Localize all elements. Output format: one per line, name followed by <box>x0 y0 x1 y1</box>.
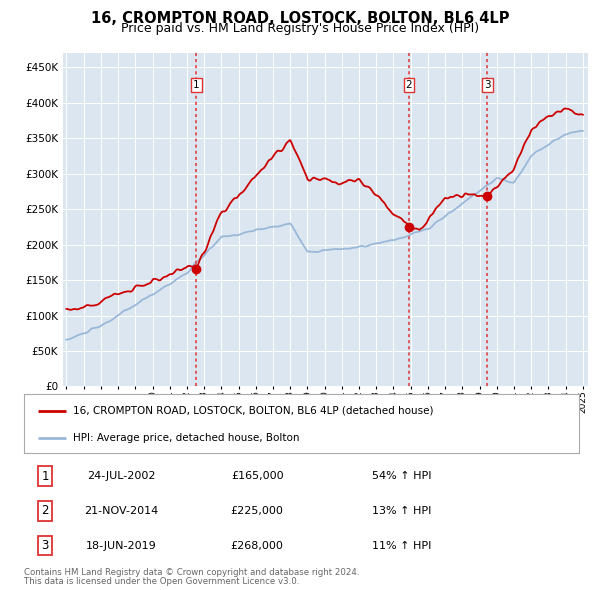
Text: 3: 3 <box>41 539 49 552</box>
Text: 3: 3 <box>484 80 491 90</box>
Text: This data is licensed under the Open Government Licence v3.0.: This data is licensed under the Open Gov… <box>24 577 299 586</box>
Text: 11% ↑ HPI: 11% ↑ HPI <box>372 540 431 550</box>
Text: 1: 1 <box>41 470 49 483</box>
Text: 2: 2 <box>41 504 49 517</box>
Text: 16, CROMPTON ROAD, LOSTOCK, BOLTON, BL6 4LP: 16, CROMPTON ROAD, LOSTOCK, BOLTON, BL6 … <box>91 11 509 25</box>
Text: £268,000: £268,000 <box>230 540 284 550</box>
Text: 1: 1 <box>193 80 200 90</box>
Text: 54% ↑ HPI: 54% ↑ HPI <box>371 471 431 481</box>
Text: £165,000: £165,000 <box>231 471 283 481</box>
Text: 24-JUL-2002: 24-JUL-2002 <box>87 471 155 481</box>
Text: Contains HM Land Registry data © Crown copyright and database right 2024.: Contains HM Land Registry data © Crown c… <box>24 568 359 576</box>
Text: 16, CROMPTON ROAD, LOSTOCK, BOLTON, BL6 4LP (detached house): 16, CROMPTON ROAD, LOSTOCK, BOLTON, BL6 … <box>73 406 433 415</box>
Text: £225,000: £225,000 <box>230 506 284 516</box>
Text: 21-NOV-2014: 21-NOV-2014 <box>84 506 158 516</box>
Text: 2: 2 <box>406 80 412 90</box>
Text: 18-JUN-2019: 18-JUN-2019 <box>86 540 157 550</box>
Text: 13% ↑ HPI: 13% ↑ HPI <box>372 506 431 516</box>
Text: HPI: Average price, detached house, Bolton: HPI: Average price, detached house, Bolt… <box>73 434 299 443</box>
Text: Price paid vs. HM Land Registry's House Price Index (HPI): Price paid vs. HM Land Registry's House … <box>121 22 479 35</box>
